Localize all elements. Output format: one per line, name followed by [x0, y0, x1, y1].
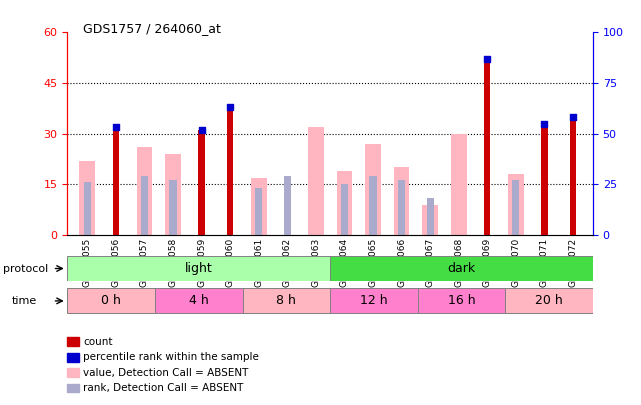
Bar	[418, 288, 505, 313]
Point	[196, 127, 206, 134]
Bar	[199, 130, 204, 235]
Bar	[365, 144, 381, 235]
Bar	[284, 176, 291, 235]
Text: time: time	[12, 296, 37, 305]
Bar	[484, 60, 490, 235]
Point	[225, 103, 235, 110]
Point	[482, 56, 492, 63]
Bar	[337, 171, 353, 235]
Bar	[330, 256, 593, 281]
Bar	[451, 134, 467, 235]
Point	[568, 113, 578, 120]
Bar	[67, 256, 330, 281]
Bar	[155, 288, 242, 313]
Point	[111, 124, 121, 130]
Text: 16 h: 16 h	[447, 294, 476, 307]
Bar	[165, 154, 181, 235]
Bar	[541, 124, 547, 235]
Bar	[251, 177, 267, 235]
Bar	[169, 180, 176, 235]
Bar	[84, 182, 91, 235]
Bar	[398, 180, 405, 235]
Bar	[79, 161, 95, 235]
Text: value, Detection Call = ABSENT: value, Detection Call = ABSENT	[83, 368, 249, 377]
Bar	[505, 288, 593, 313]
Text: 12 h: 12 h	[360, 294, 388, 307]
Bar	[422, 205, 438, 235]
Bar	[512, 180, 519, 235]
Bar	[394, 167, 410, 235]
Bar	[369, 176, 376, 235]
Bar	[255, 188, 262, 235]
Text: 4 h: 4 h	[189, 294, 208, 307]
Text: rank, Detection Call = ABSENT: rank, Detection Call = ABSENT	[83, 383, 244, 393]
Bar	[242, 288, 330, 313]
Bar	[113, 127, 119, 235]
Text: GDS1757 / 264060_at: GDS1757 / 264060_at	[83, 22, 221, 35]
Bar	[341, 184, 348, 235]
Text: 20 h: 20 h	[535, 294, 563, 307]
Point	[539, 120, 549, 127]
Bar	[508, 174, 524, 235]
Text: light: light	[185, 262, 213, 275]
Text: dark: dark	[447, 262, 476, 275]
Bar	[67, 288, 155, 313]
Bar	[227, 107, 233, 235]
Bar	[426, 198, 434, 235]
Text: protocol: protocol	[3, 264, 49, 273]
Bar	[570, 117, 576, 235]
Text: count: count	[83, 337, 113, 347]
Text: 0 h: 0 h	[101, 294, 121, 307]
Text: 8 h: 8 h	[276, 294, 296, 307]
Bar	[330, 288, 418, 313]
Bar	[137, 147, 153, 235]
Text: percentile rank within the sample: percentile rank within the sample	[83, 352, 259, 362]
Bar	[141, 176, 148, 235]
Bar	[308, 127, 324, 235]
